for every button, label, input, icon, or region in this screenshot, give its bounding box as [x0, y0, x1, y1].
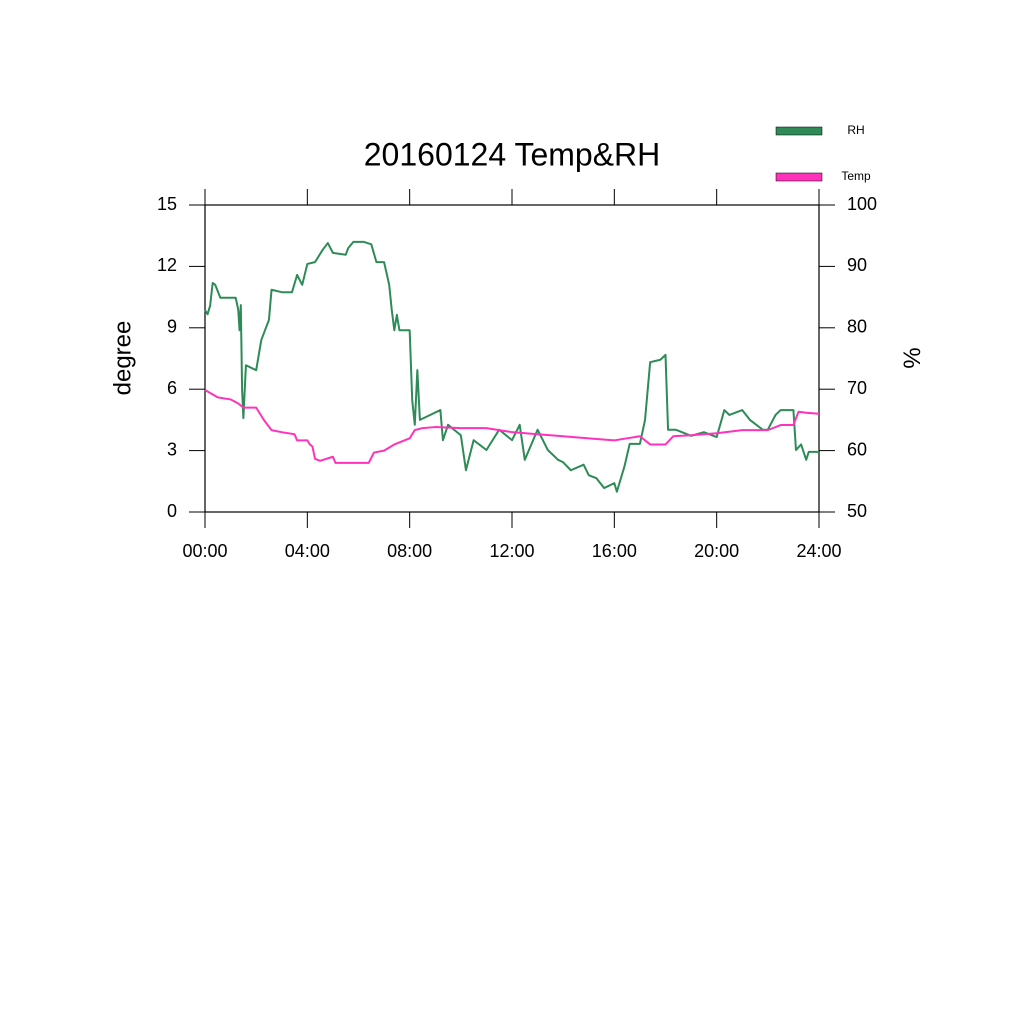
legend-swatch — [775, 172, 823, 182]
y-tick-label: 12 — [157, 255, 177, 275]
y-tick-label: 15 — [157, 194, 177, 214]
legend-label: Temp — [841, 169, 871, 183]
y2-tick-label: 100 — [847, 194, 877, 214]
x-tick-label: 00:00 — [182, 541, 227, 561]
x-tick-label: 04:00 — [285, 541, 330, 561]
x-tick-label: 16:00 — [592, 541, 637, 561]
y2-axis-label: % — [898, 347, 925, 368]
data-line — [204, 389, 820, 464]
data-line — [204, 240, 819, 493]
y-tick-label: 9 — [167, 317, 177, 337]
y2-tick-label: 70 — [847, 378, 867, 398]
y-tick-label: 6 — [167, 378, 177, 398]
plot-frame — [204, 204, 820, 513]
y2-tick-label: 80 — [847, 317, 867, 337]
y-tick-label: 0 — [167, 501, 177, 521]
y2-tick-label: 60 — [847, 439, 867, 459]
y2-tick-label: 90 — [847, 255, 867, 275]
y-axis-label: degree — [109, 321, 136, 396]
y-tick-label: 3 — [167, 439, 177, 459]
legend-swatch — [775, 126, 823, 136]
legend-label: RH — [847, 123, 864, 137]
chart-title: 20160124 Temp&RH — [364, 136, 661, 172]
x-tick-label: 20:00 — [694, 541, 739, 561]
y2-tick-label: 50 — [847, 501, 867, 521]
x-tick-label: 24:00 — [796, 541, 841, 561]
x-tick-label: 12:00 — [489, 541, 534, 561]
x-tick-label: 08:00 — [387, 541, 432, 561]
